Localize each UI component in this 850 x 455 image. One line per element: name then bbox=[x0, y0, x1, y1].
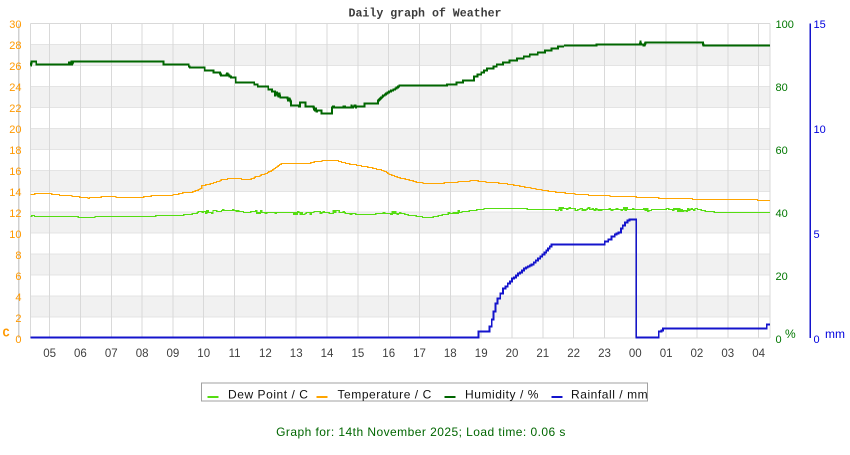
svg-text:6: 6 bbox=[15, 271, 21, 283]
svg-text:12: 12 bbox=[259, 348, 272, 360]
svg-text:18: 18 bbox=[444, 348, 457, 360]
svg-text:21: 21 bbox=[536, 348, 549, 360]
svg-text:mm: mm bbox=[825, 327, 845, 341]
svg-text:0: 0 bbox=[814, 334, 820, 346]
svg-text:20: 20 bbox=[776, 271, 788, 283]
svg-text:0: 0 bbox=[776, 334, 782, 346]
svg-text:12: 12 bbox=[9, 208, 21, 220]
svg-text:14: 14 bbox=[9, 187, 21, 199]
svg-text:Temperature / C: Temperature / C bbox=[338, 387, 432, 401]
svg-text:%: % bbox=[785, 327, 796, 341]
svg-text:17: 17 bbox=[413, 348, 426, 360]
svg-text:10: 10 bbox=[9, 229, 21, 241]
svg-text:06: 06 bbox=[74, 348, 87, 360]
svg-text:13: 13 bbox=[290, 348, 303, 360]
svg-text:19: 19 bbox=[475, 348, 488, 360]
svg-text:24: 24 bbox=[9, 82, 21, 94]
svg-text:23: 23 bbox=[598, 348, 611, 360]
svg-text:01: 01 bbox=[660, 348, 673, 360]
svg-text:Dew Point / C: Dew Point / C bbox=[228, 387, 309, 401]
svg-text:14: 14 bbox=[321, 348, 334, 360]
svg-text:60: 60 bbox=[776, 145, 788, 157]
svg-text:C: C bbox=[3, 327, 10, 341]
svg-text:80: 80 bbox=[776, 82, 788, 94]
svg-text:4: 4 bbox=[15, 292, 21, 304]
svg-text:10: 10 bbox=[197, 348, 210, 360]
svg-text:Daily graph of Weather: Daily graph of Weather bbox=[349, 8, 502, 21]
svg-text:2: 2 bbox=[15, 313, 21, 325]
svg-text:18: 18 bbox=[9, 145, 21, 157]
svg-text:0: 0 bbox=[15, 334, 21, 346]
svg-text:03: 03 bbox=[721, 348, 734, 360]
svg-text:20: 20 bbox=[506, 348, 519, 360]
svg-text:20: 20 bbox=[9, 124, 21, 136]
svg-text:09: 09 bbox=[167, 348, 180, 360]
svg-text:Rainfall / mm: Rainfall / mm bbox=[571, 387, 648, 401]
svg-text:02: 02 bbox=[691, 348, 704, 360]
svg-text:15: 15 bbox=[814, 19, 826, 31]
svg-text:11: 11 bbox=[229, 348, 241, 360]
svg-text:16: 16 bbox=[9, 166, 21, 178]
svg-text:8: 8 bbox=[15, 250, 21, 262]
svg-text:07: 07 bbox=[105, 348, 118, 360]
svg-text:Humidity / %: Humidity / % bbox=[465, 387, 539, 401]
svg-text:22: 22 bbox=[567, 348, 580, 360]
svg-text:Graph for: 14th November 2025;: Graph for: 14th November 2025; Load time… bbox=[276, 425, 566, 439]
svg-text:00: 00 bbox=[629, 348, 642, 360]
svg-text:08: 08 bbox=[136, 348, 149, 360]
svg-text:30: 30 bbox=[9, 19, 21, 31]
svg-text:100: 100 bbox=[776, 19, 794, 31]
svg-text:10: 10 bbox=[814, 124, 826, 136]
svg-text:26: 26 bbox=[9, 61, 21, 73]
svg-text:05: 05 bbox=[43, 348, 56, 360]
svg-text:28: 28 bbox=[9, 40, 21, 52]
svg-text:22: 22 bbox=[9, 103, 21, 115]
svg-text:15: 15 bbox=[352, 348, 365, 360]
svg-text:40: 40 bbox=[776, 208, 788, 220]
svg-text:04: 04 bbox=[752, 348, 765, 360]
svg-text:5: 5 bbox=[814, 229, 820, 241]
svg-text:16: 16 bbox=[382, 348, 395, 360]
